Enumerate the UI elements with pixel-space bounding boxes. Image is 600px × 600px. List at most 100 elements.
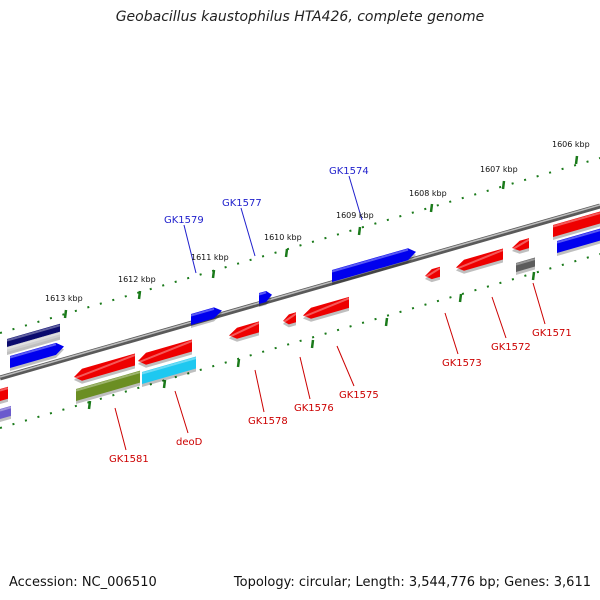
leader-gk1571 (532, 282, 546, 325)
gene-label-gk1577[interactable]: GK1577 (222, 198, 262, 209)
gene-gk1581-upper (73, 353, 136, 384)
backbone (0, 203, 600, 381)
gene-navy-left-highlight (6, 324, 61, 342)
gene-gk1577-highlight (258, 291, 267, 296)
tick-label-1606: 1606 kbp (552, 140, 590, 149)
gene-reverse-right (552, 211, 600, 240)
leader-gk1574 (348, 175, 363, 221)
gene-gk1579 (190, 307, 222, 328)
gene-gk1576-highlight (282, 312, 297, 324)
gene-forward-right-body (557, 228, 600, 253)
leader-gk1579 (183, 224, 197, 274)
label-leaders (114, 175, 546, 451)
gene-gk1573-body (425, 266, 440, 280)
gene-label-gk1575[interactable]: GK1575 (339, 390, 379, 401)
gene-gk1578-highlight (228, 321, 260, 338)
top-major-tick-2 (211, 269, 216, 279)
gene-gk1575 (302, 296, 350, 322)
gene-label-gk1571[interactable]: GK1571 (532, 328, 572, 339)
top-major-tick-0 (63, 309, 68, 319)
gene-label-gk1579[interactable]: GK1579 (164, 215, 204, 226)
gene-gk1581-upper-body (74, 353, 135, 381)
leader-gk1576 (299, 356, 311, 400)
top-major-tick-4 (357, 226, 362, 236)
gene-slate-edge-body (0, 405, 11, 419)
gene-gk1574-highlight (331, 248, 409, 273)
tick-labels: 1606 kbp 1607 kbp 1608 kbp 1609 kbp 1610… (45, 140, 590, 303)
gene-gk1571-body (512, 238, 529, 251)
bottom-major-tick-4 (384, 317, 389, 327)
gene-cyan-body (142, 356, 196, 384)
tick-label-1613: 1613 kbp (45, 294, 83, 303)
gene-label-gk1576[interactable]: GK1576 (294, 403, 334, 414)
gene-cyan-highlight (141, 357, 197, 375)
gene-olive-body (76, 370, 140, 401)
gene-label-gk1573[interactable]: GK1573 (442, 358, 482, 369)
gene-gk1571 (511, 238, 530, 254)
gene-features (0, 211, 600, 422)
tick-label-1607: 1607 kbp (480, 165, 518, 174)
leader-gk1581 (114, 407, 127, 451)
gene-deod-upper-highlight (137, 340, 193, 364)
leader-gk1578 (254, 369, 265, 413)
gene-gk1572 (455, 248, 504, 274)
tick-label-1611: 1611 kbp (191, 253, 229, 262)
gene-reverse-right-highlight (552, 212, 600, 228)
top-gene-labels: GK1574 GK1577 GK1579 (164, 166, 369, 226)
gene-olive-highlight (75, 371, 141, 392)
gene-gray-right-highlight (515, 258, 536, 266)
gene-deod-upper (137, 339, 193, 368)
gene-gk1578-body (229, 321, 259, 339)
top-major-tick-3 (284, 248, 289, 258)
map-title: Geobacillus kaustophilus HTA426, complet… (115, 9, 485, 25)
major-ticks (63, 155, 579, 410)
gene-reverse-right-body (553, 211, 600, 237)
gene-label-gk1572[interactable]: GK1572 (491, 342, 531, 353)
top-major-tick-5 (429, 203, 434, 213)
gene-gk1577 (258, 290, 272, 307)
gene-slate-edge (0, 405, 12, 422)
gene-forward-right (556, 228, 600, 256)
bottom-major-tick-2 (236, 358, 241, 368)
leader-gk1572 (491, 296, 507, 339)
gene-olive (75, 370, 141, 404)
gene-label-gk1581[interactable]: GK1581 (109, 454, 149, 465)
gene-gray-left (6, 331, 61, 355)
gene-label-gk1574[interactable]: GK1574 (329, 166, 369, 177)
bottom-major-tick-5 (458, 293, 463, 303)
accession-text: Accession: NC_006510 (9, 575, 157, 590)
gene-reverse-edge-body (0, 386, 8, 401)
top-major-tick-6 (501, 180, 506, 190)
gene-gk1571-highlight (511, 238, 530, 251)
gene-gray-right (515, 257, 536, 275)
tick-label-1610: 1610 kbp (264, 233, 302, 242)
leader-gk1573 (444, 312, 459, 355)
top-scale (0, 157, 600, 334)
gene-forward-left (9, 342, 64, 371)
gene-gray-right-body (516, 257, 535, 272)
gene-deod-upper-body (138, 339, 192, 365)
gene-navy-left-body (7, 323, 60, 347)
bottom-scale (0, 253, 600, 429)
gene-slate-edge-highlight (0, 406, 12, 412)
gene-cyan (141, 356, 197, 387)
genome-summary-text: Topology: circular; Length: 3,544,776 bp… (233, 575, 591, 590)
gene-gk1573-highlight (424, 267, 441, 279)
top-major-tick-7 (574, 155, 579, 165)
bottom-major-tick-1 (162, 379, 167, 389)
gene-gk1574-body (332, 248, 416, 282)
leader-deod (174, 390, 189, 434)
bottom-gene-labels: GK1571 GK1572 GK1573 GK1575 GK1576 GK157… (109, 328, 572, 465)
gene-gk1577-body (259, 290, 272, 304)
gene-label-gk1578[interactable]: GK1578 (248, 416, 288, 427)
gene-gray-left-body (7, 331, 60, 352)
gene-gk1579-highlight (190, 307, 215, 317)
gene-forward-left-highlight (9, 343, 57, 359)
gene-reverse-edge-highlight (0, 387, 9, 392)
tick-label-1612: 1612 kbp (118, 275, 156, 284)
gene-gk1574 (331, 248, 416, 285)
bottom-major-tick-0 (87, 400, 92, 410)
bottom-major-tick-6 (531, 271, 536, 281)
gene-label-deod[interactable]: deoD (176, 437, 203, 448)
